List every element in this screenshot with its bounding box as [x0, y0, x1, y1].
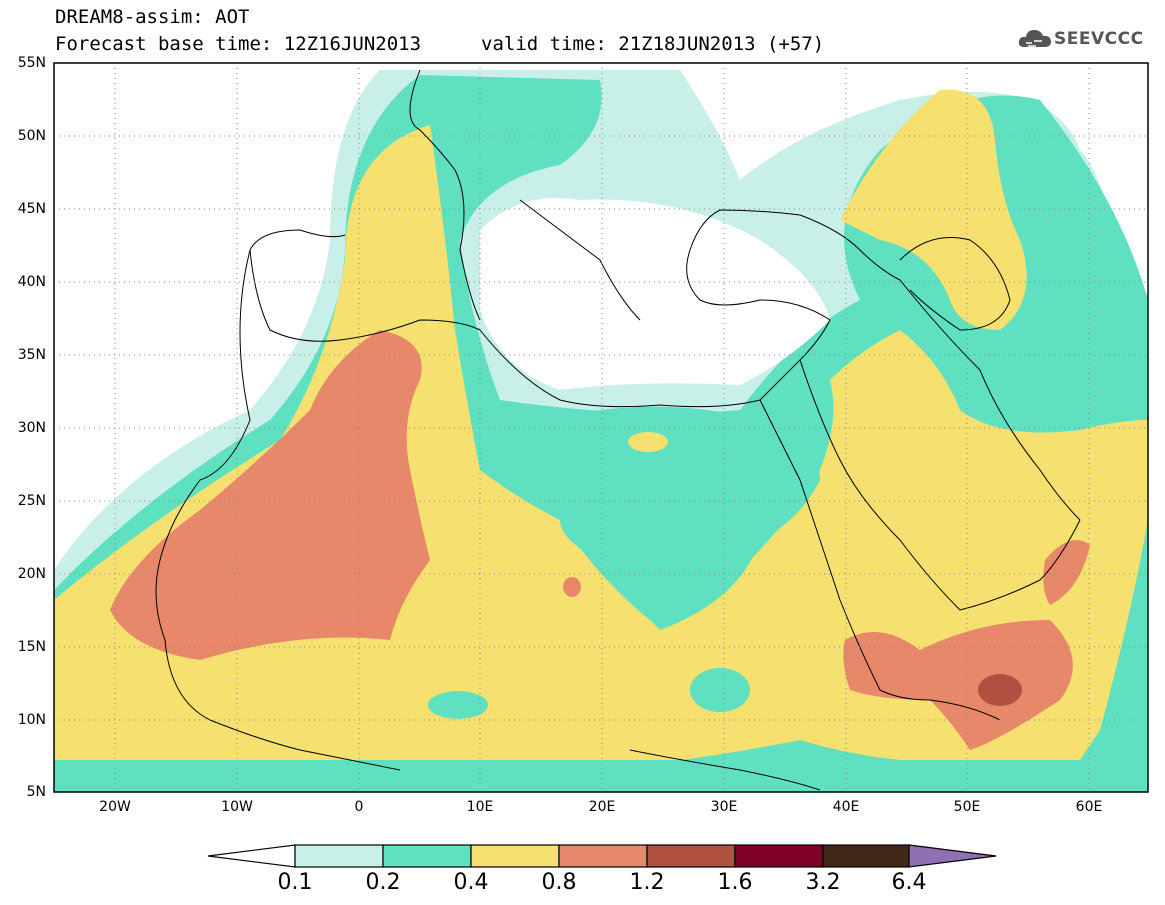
map-title: DREAM8-assim: AOT	[55, 6, 250, 28]
lat-label-45n: 45N	[17, 201, 46, 217]
lon-label-30e: 30E	[710, 799, 738, 815]
lat-label-30n: 30N	[17, 420, 46, 436]
lat-label-15n: 15N	[17, 639, 46, 655]
lon-label-0: 0	[354, 799, 364, 815]
colorbar-label: 0.4	[453, 870, 489, 895]
seevccc-logo: SEEVCCC	[1018, 25, 1158, 55]
colorbar	[207, 844, 997, 868]
colorbar-label: 0.8	[541, 870, 577, 895]
cloud-icon	[1018, 30, 1051, 47]
lon-label-40e: 40E	[832, 799, 860, 815]
valid-time: valid time: 21Z18JUN2013 (+57)	[481, 33, 825, 55]
lat-label-5n: 5N	[26, 784, 46, 800]
colorbar-label: 6.4	[891, 870, 927, 895]
lat-label-10n: 10N	[17, 712, 46, 728]
lat-label-40n: 40N	[17, 274, 46, 290]
map-frame	[53, 62, 1149, 793]
colorbar-label: 0.2	[365, 870, 401, 895]
colorbar-label: 0.1	[277, 870, 313, 895]
lon-label-60e: 60E	[1075, 799, 1103, 815]
lon-label-20w: 20W	[99, 799, 131, 815]
colorbar-label: 1.2	[629, 870, 665, 895]
lat-label-55n: 55N	[17, 55, 46, 71]
lon-label-10e: 10E	[466, 799, 494, 815]
lat-label-25n: 25N	[17, 493, 46, 509]
lat-label-35n: 35N	[17, 347, 46, 363]
colorbar-label: 1.6	[717, 870, 753, 895]
logo-text: SEEVCCC	[1054, 29, 1144, 49]
forecast-base-time: Forecast base time: 12Z16JUN2013	[55, 33, 422, 55]
lat-label-50n: 50N	[17, 128, 46, 144]
lon-label-10w: 10W	[221, 799, 253, 815]
lat-label-20n: 20N	[17, 566, 46, 582]
lon-label-50e: 50E	[953, 799, 981, 815]
aot-contours	[54, 63, 1148, 792]
colorbar-label: 3.2	[805, 870, 841, 895]
lon-label-20e: 20E	[588, 799, 616, 815]
